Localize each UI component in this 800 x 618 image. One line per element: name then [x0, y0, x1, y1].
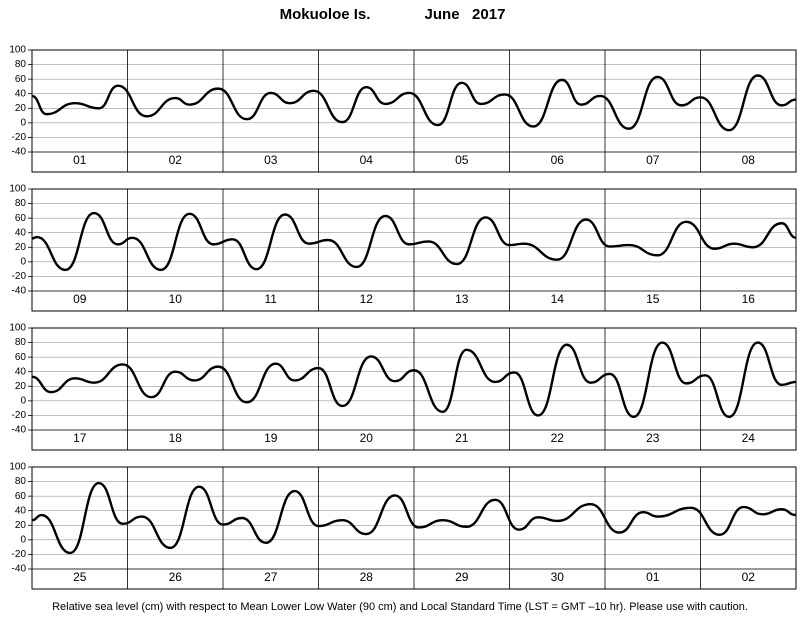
y-tick-label: 0	[20, 395, 26, 406]
panel-frame	[31, 188, 797, 312]
y-tick-label: 0	[20, 256, 26, 267]
y-tick-label: -20	[12, 271, 27, 282]
day-label: 02	[742, 570, 756, 584]
day-label: 02	[169, 153, 183, 167]
day-label: 10	[169, 292, 183, 306]
y-tick-label: -40	[12, 147, 27, 158]
day-label: 28	[360, 570, 374, 584]
y-tick-label: 100	[9, 184, 26, 195]
day-label: 11	[265, 292, 278, 306]
tide-curve	[31, 74, 797, 132]
y-tick-label: 20	[15, 520, 27, 531]
day-label: 17	[73, 431, 87, 445]
y-tick-label: 40	[15, 227, 27, 238]
y-tick-label: -40	[12, 564, 27, 575]
day-label: 09	[73, 292, 87, 306]
day-label: 15	[646, 292, 660, 306]
y-tick-label: 40	[15, 505, 27, 516]
day-label: 07	[646, 153, 660, 167]
y-tick-label: -40	[12, 286, 27, 297]
day-label: 29	[455, 570, 469, 584]
y-tick-label: 20	[15, 381, 27, 392]
y-tick-label: 60	[15, 213, 27, 224]
day-label: 03	[264, 153, 278, 167]
y-tick-label: 100	[9, 462, 26, 473]
y-tick-label: 100	[9, 323, 26, 334]
y-tick-label: 60	[15, 352, 27, 363]
day-label: 01	[646, 570, 660, 584]
y-tick-label: 80	[15, 59, 27, 70]
footnote: Relative sea level (cm) with respect to …	[52, 601, 748, 613]
y-tick-label: 60	[15, 74, 27, 85]
day-label: 20	[360, 431, 374, 445]
y-tick-label: -20	[12, 132, 27, 143]
y-tick-label: 20	[15, 103, 27, 114]
day-label: 19	[264, 431, 278, 445]
panel-frame	[31, 466, 797, 590]
panel-frame	[31, 49, 797, 173]
y-tick-label: 60	[15, 491, 27, 502]
panel-frame	[31, 327, 797, 451]
day-label: 22	[551, 431, 565, 445]
day-label: 16	[742, 292, 756, 306]
tide-curve	[31, 341, 797, 419]
day-label: 12	[360, 292, 374, 306]
y-tick-label: 40	[15, 366, 27, 377]
day-label: 21	[455, 431, 469, 445]
day-label: 27	[264, 570, 278, 584]
y-tick-label: 80	[15, 198, 27, 209]
day-label: 08	[742, 153, 756, 167]
day-label: 18	[169, 431, 183, 445]
tide-curve	[31, 481, 797, 555]
day-label: 25	[73, 570, 87, 584]
day-label: 26	[169, 570, 183, 584]
day-label: 30	[551, 570, 565, 584]
y-tick-label: -40	[12, 425, 27, 436]
tide-curve	[31, 211, 797, 272]
day-label: 01	[73, 153, 87, 167]
y-tick-label: -20	[12, 410, 27, 421]
day-label: 05	[455, 153, 469, 167]
day-label: 04	[360, 153, 374, 167]
y-tick-label: 100	[9, 45, 26, 56]
day-label: 14	[551, 292, 565, 306]
station-title: Mokuoloe Is.	[280, 6, 371, 23]
y-tick-label: -20	[12, 549, 27, 560]
y-tick-label: 0	[20, 534, 26, 545]
date-title: June 2017	[425, 6, 506, 23]
y-tick-label: 20	[15, 242, 27, 253]
day-label: 24	[742, 431, 756, 445]
y-tick-label: 80	[15, 337, 27, 348]
y-tick-label: 0	[20, 117, 26, 128]
day-label: 06	[551, 153, 565, 167]
y-tick-label: 40	[15, 88, 27, 99]
day-label: 23	[646, 431, 660, 445]
day-label: 13	[455, 292, 469, 306]
y-tick-label: 80	[15, 476, 27, 487]
